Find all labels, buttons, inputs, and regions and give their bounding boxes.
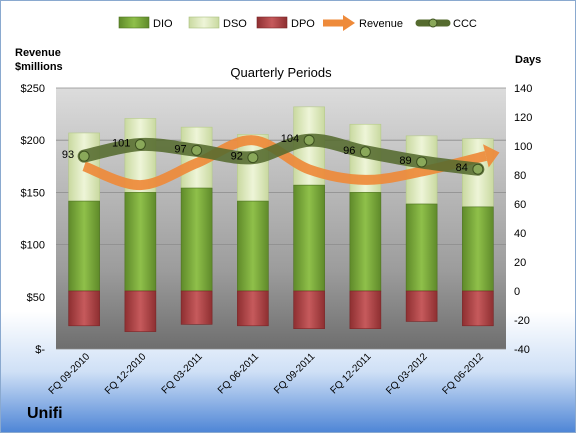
ccc-data-label: 96 <box>343 145 355 157</box>
right-tick-label: 40 <box>514 228 526 240</box>
ccc-marker <box>134 139 146 151</box>
chart-title: Quarterly Periods <box>230 65 332 80</box>
x-axis-ticks: FQ 09-2010 FQ 12-2010 FQ 03-2011 FQ 06-2011… <box>47 351 487 397</box>
company-name: Unifi <box>27 405 63 422</box>
bar-dpo <box>180 290 213 325</box>
legend-swatch-dpo <box>256 16 288 29</box>
left-tick-label: $200 <box>21 135 45 147</box>
left-tick-label: $150 <box>21 187 45 199</box>
right-axis-title: Days <box>515 54 541 66</box>
ccc-data-label: 89 <box>399 155 411 167</box>
plot-area <box>56 88 506 349</box>
left-axis-title-line1: Revenue <box>15 47 61 59</box>
x-tick-label: FQ 12-2010 <box>103 351 149 397</box>
bar-dpo <box>293 290 325 330</box>
legend-label-dio: DIO <box>153 18 173 30</box>
ccc-data-label: 101 <box>112 138 130 150</box>
bar-dio <box>68 200 100 292</box>
x-tick-label: FQ 09-2010 <box>47 351 93 397</box>
x-tick-label: FQ 12-2011 <box>329 351 374 396</box>
ccc-marker <box>416 156 428 168</box>
legend-revenue-arrowhead <box>343 15 355 31</box>
left-axis-ticks: $- $50 $100 $150 $200 $250 <box>21 83 46 356</box>
right-tick-label: 60 <box>514 199 526 211</box>
lines <box>77 133 500 191</box>
ccc-marker <box>359 146 371 158</box>
bar-dpo <box>237 290 269 327</box>
right-tick-label: 0 <box>514 286 520 298</box>
bar-dio <box>124 192 157 292</box>
bar-dio <box>349 192 382 292</box>
x-tick-label: FQ 03-2011 <box>160 351 205 396</box>
ccc-data-label: 104 <box>281 133 299 145</box>
left-tick-label: $250 <box>21 83 45 95</box>
x-tick-label: FQ 09-2011 <box>272 351 317 396</box>
bar-dio <box>180 187 213 292</box>
data-labels: 93 101 97 92 104 96 89 84 <box>62 133 468 174</box>
ccc-data-label: 92 <box>231 151 243 163</box>
legend-swatch-dso <box>188 16 220 29</box>
legend: DIO DSO DPO Revenue CCC <box>118 15 477 31</box>
ccc-data-label: 97 <box>174 143 186 155</box>
right-tick-label: 140 <box>514 83 532 95</box>
ccc-marker <box>78 150 90 162</box>
right-tick-label: 80 <box>514 170 526 182</box>
bar-dpo <box>462 290 494 327</box>
x-tick-label: FQ 06-2012 <box>440 351 486 397</box>
bar-dio <box>237 200 269 292</box>
ccc-marker <box>472 163 484 175</box>
right-axis-ticks: -40 -20 0 20 40 60 80 100 120 140 <box>514 83 532 356</box>
bar-dpo <box>124 290 157 332</box>
ccc-marker <box>247 152 259 164</box>
revenue-line <box>82 135 488 191</box>
x-tick-label: FQ 03-2012 <box>384 351 430 397</box>
legend-ccc-marker <box>428 18 438 28</box>
right-tick-label: 100 <box>514 141 532 153</box>
legend-swatch-dio <box>118 16 150 29</box>
legend-label-dpo: DPO <box>291 18 315 30</box>
bar-dpo <box>405 290 438 322</box>
right-tick-label: 120 <box>514 112 532 124</box>
bar-dio <box>462 206 494 292</box>
right-tick-label: -20 <box>514 315 530 327</box>
right-tick-label: 20 <box>514 257 526 269</box>
bars <box>68 106 494 332</box>
left-tick-label: $50 <box>27 292 45 304</box>
x-tick-label: FQ 06-2011 <box>216 351 261 396</box>
legend-label-revenue: Revenue <box>359 18 403 30</box>
bar-dio <box>293 184 325 292</box>
ccc-data-label: 93 <box>62 149 74 161</box>
left-tick-label: $- <box>35 344 45 356</box>
ccc-data-label: 84 <box>456 162 468 174</box>
right-tick-label: -40 <box>514 344 530 356</box>
legend-label-ccc: CCC <box>453 18 477 30</box>
bar-dio <box>405 203 438 292</box>
revenue-arrowhead <box>483 144 500 168</box>
ccc-marker <box>191 144 203 156</box>
left-tick-label: $100 <box>21 240 45 252</box>
legend-label-dso: DSO <box>223 18 247 30</box>
bar-dpo <box>349 290 382 330</box>
bar-dpo <box>68 290 100 327</box>
left-axis-title-line2: $millions <box>15 61 63 73</box>
ccc-marker <box>303 134 315 146</box>
